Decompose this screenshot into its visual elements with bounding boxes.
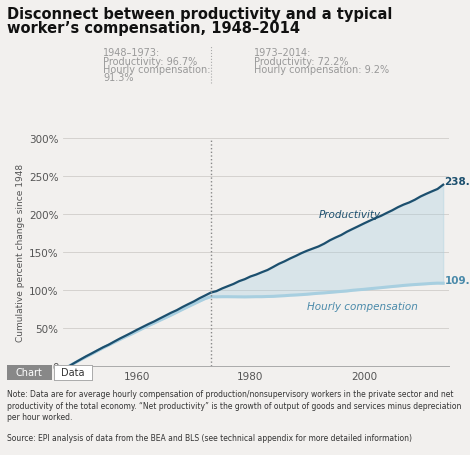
Text: 91.3%: 91.3% bbox=[103, 72, 134, 82]
Text: 238.7%: 238.7% bbox=[444, 177, 470, 187]
Text: Hourly compensation: Hourly compensation bbox=[307, 302, 418, 312]
Text: 1948–1973:: 1948–1973: bbox=[103, 48, 161, 58]
Text: Chart: Chart bbox=[16, 368, 43, 378]
Text: Productivity: 72.2%: Productivity: 72.2% bbox=[254, 57, 348, 67]
Text: Disconnect between productivity and a typical: Disconnect between productivity and a ty… bbox=[7, 7, 392, 22]
Text: Productivity: Productivity bbox=[319, 210, 381, 220]
Text: Note: Data are for average hourly compensation of production/nonsupervisory work: Note: Data are for average hourly compen… bbox=[7, 389, 462, 421]
Text: Data: Data bbox=[61, 368, 85, 378]
Text: 109.0%: 109.0% bbox=[444, 276, 470, 286]
Y-axis label: Cumulative percent change since 1948: Cumulative percent change since 1948 bbox=[16, 164, 25, 341]
Text: Hourly compensation: 9.2%: Hourly compensation: 9.2% bbox=[254, 65, 389, 75]
Text: worker’s compensation, 1948–2014: worker’s compensation, 1948–2014 bbox=[7, 20, 300, 35]
Text: 1973–2014:: 1973–2014: bbox=[254, 48, 311, 58]
Text: Productivity: 96.7%: Productivity: 96.7% bbox=[103, 57, 198, 67]
Text: Hourly compensation:: Hourly compensation: bbox=[103, 65, 211, 75]
Text: Source: EPI analysis of data from the BEA and BLS (see technical appendix for mo: Source: EPI analysis of data from the BE… bbox=[7, 433, 412, 442]
